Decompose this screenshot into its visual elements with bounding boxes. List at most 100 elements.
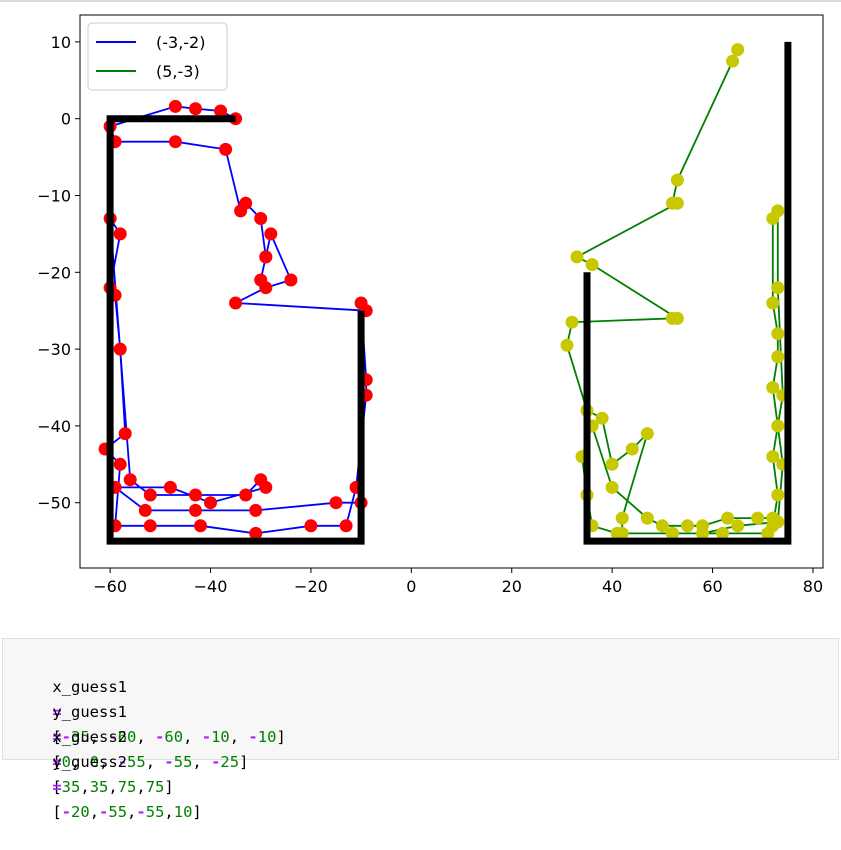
data-point — [771, 419, 785, 433]
data-point — [163, 480, 177, 494]
data-point — [284, 273, 298, 287]
code-bracket-close: ] — [239, 753, 249, 771]
code-number: 55 — [173, 753, 193, 771]
code-number: 60 — [164, 728, 184, 746]
data-point — [123, 473, 137, 487]
data-point — [560, 338, 574, 352]
code-var-name: y_guess1 — [52, 703, 127, 721]
data-point — [670, 196, 684, 210]
code-number: 55 — [127, 753, 146, 771]
data-point — [329, 496, 343, 510]
code-bracket-open: [ — [52, 753, 62, 771]
code-separator: , — [164, 803, 174, 821]
data-point — [731, 43, 745, 57]
code-values: 0, 0, -55, -55, -25 — [62, 753, 239, 771]
data-point — [640, 511, 654, 525]
data-point — [239, 196, 253, 210]
code-separator: , — [108, 778, 118, 796]
series-layer — [98, 41, 792, 545]
code-number: 10 — [173, 803, 193, 821]
code-values: -35, -60, -60, -10, -10 — [62, 728, 277, 746]
code-number: 20 — [71, 803, 90, 821]
data-point — [766, 381, 780, 394]
data-point — [570, 250, 584, 264]
y-tick-label: 10 — [51, 33, 71, 52]
code-number: 35 — [61, 778, 81, 796]
data-point — [665, 526, 679, 540]
code-number: 60 — [117, 728, 137, 746]
data-point — [726, 54, 740, 68]
data-point — [189, 488, 202, 502]
data-point — [681, 519, 694, 533]
data-point — [204, 496, 217, 510]
y-tick-label: 0 — [61, 110, 71, 129]
data-point — [761, 526, 775, 540]
code-number: 35 — [71, 728, 90, 746]
x-tick-label: −40 — [194, 577, 228, 596]
data-point — [670, 173, 684, 187]
data-point — [254, 212, 268, 225]
code-separator: , — [80, 778, 90, 796]
code-operator: = — [52, 778, 62, 796]
code-var-name: y_guess2 — [52, 753, 127, 771]
data-point — [219, 142, 233, 156]
data-point — [118, 427, 132, 441]
plot-frame — [79, 14, 824, 569]
y-tick-label: −30 — [37, 340, 71, 359]
data-point — [339, 519, 353, 533]
data-point — [168, 135, 182, 149]
series-line-2 — [106, 115, 365, 545]
code-minus: - — [248, 728, 258, 746]
data-point — [615, 511, 629, 525]
code-bracket-close: ] — [192, 803, 202, 821]
code-bracket-close: ] — [164, 778, 174, 796]
code-values: 35,35,75,75 — [62, 778, 165, 796]
code-cell[interactable]: x_guess1 = [-35, -60, -60, -10, -10] y_g… — [2, 638, 839, 821]
code-line-1: x_guess1 = [-35, -60, -60, -10, -10] — [15, 650, 826, 746]
data-point — [138, 503, 152, 517]
data-point — [194, 519, 207, 533]
data-point — [731, 519, 745, 533]
data-point — [264, 227, 278, 241]
data-point — [751, 511, 765, 525]
code-separator: , — [183, 728, 202, 746]
code-separator: , — [192, 753, 212, 771]
x-tick-label: 40 — [602, 577, 622, 596]
data-point — [640, 427, 654, 441]
data-point — [113, 457, 127, 471]
code-minus: - — [211, 753, 221, 771]
legend-label: (-3,-2) — [156, 33, 205, 52]
code-separator: , — [127, 803, 137, 821]
data-point — [239, 488, 253, 502]
data-point — [189, 503, 202, 517]
data-point — [766, 296, 780, 310]
code-number: 75 — [145, 778, 165, 796]
y-tick-label: −50 — [37, 494, 71, 513]
top-divider — [0, 0, 841, 2]
code-separator: , — [71, 753, 90, 771]
data-point — [605, 457, 619, 471]
code-minus: - — [155, 728, 165, 746]
code-separator: , — [89, 728, 109, 746]
code-line-2: y_guess1 = [0, 0, -55, -55, -25] — [15, 675, 826, 771]
data-point — [595, 411, 609, 425]
data-point — [229, 296, 243, 310]
series-line-1 — [566, 49, 784, 535]
code-minus: - — [61, 728, 72, 746]
code-number: 75 — [117, 778, 137, 796]
data-point — [655, 519, 669, 533]
code-number: 25 — [220, 753, 240, 771]
code-line-3: x_guess2 = [35,35,75,75] — [15, 700, 826, 796]
legend-box — [87, 22, 228, 91]
code-number: 0 — [61, 753, 72, 771]
code-var-name: x_guess2 — [52, 728, 127, 746]
x-tick-label: −20 — [294, 577, 328, 596]
data-point — [716, 526, 730, 540]
data-point — [610, 526, 624, 540]
code-minus: - — [117, 753, 128, 771]
code-number: 55 — [145, 803, 165, 821]
code-bracket-open: [ — [52, 728, 62, 746]
code-number: 10 — [211, 728, 230, 746]
code-separator: , — [89, 803, 100, 821]
